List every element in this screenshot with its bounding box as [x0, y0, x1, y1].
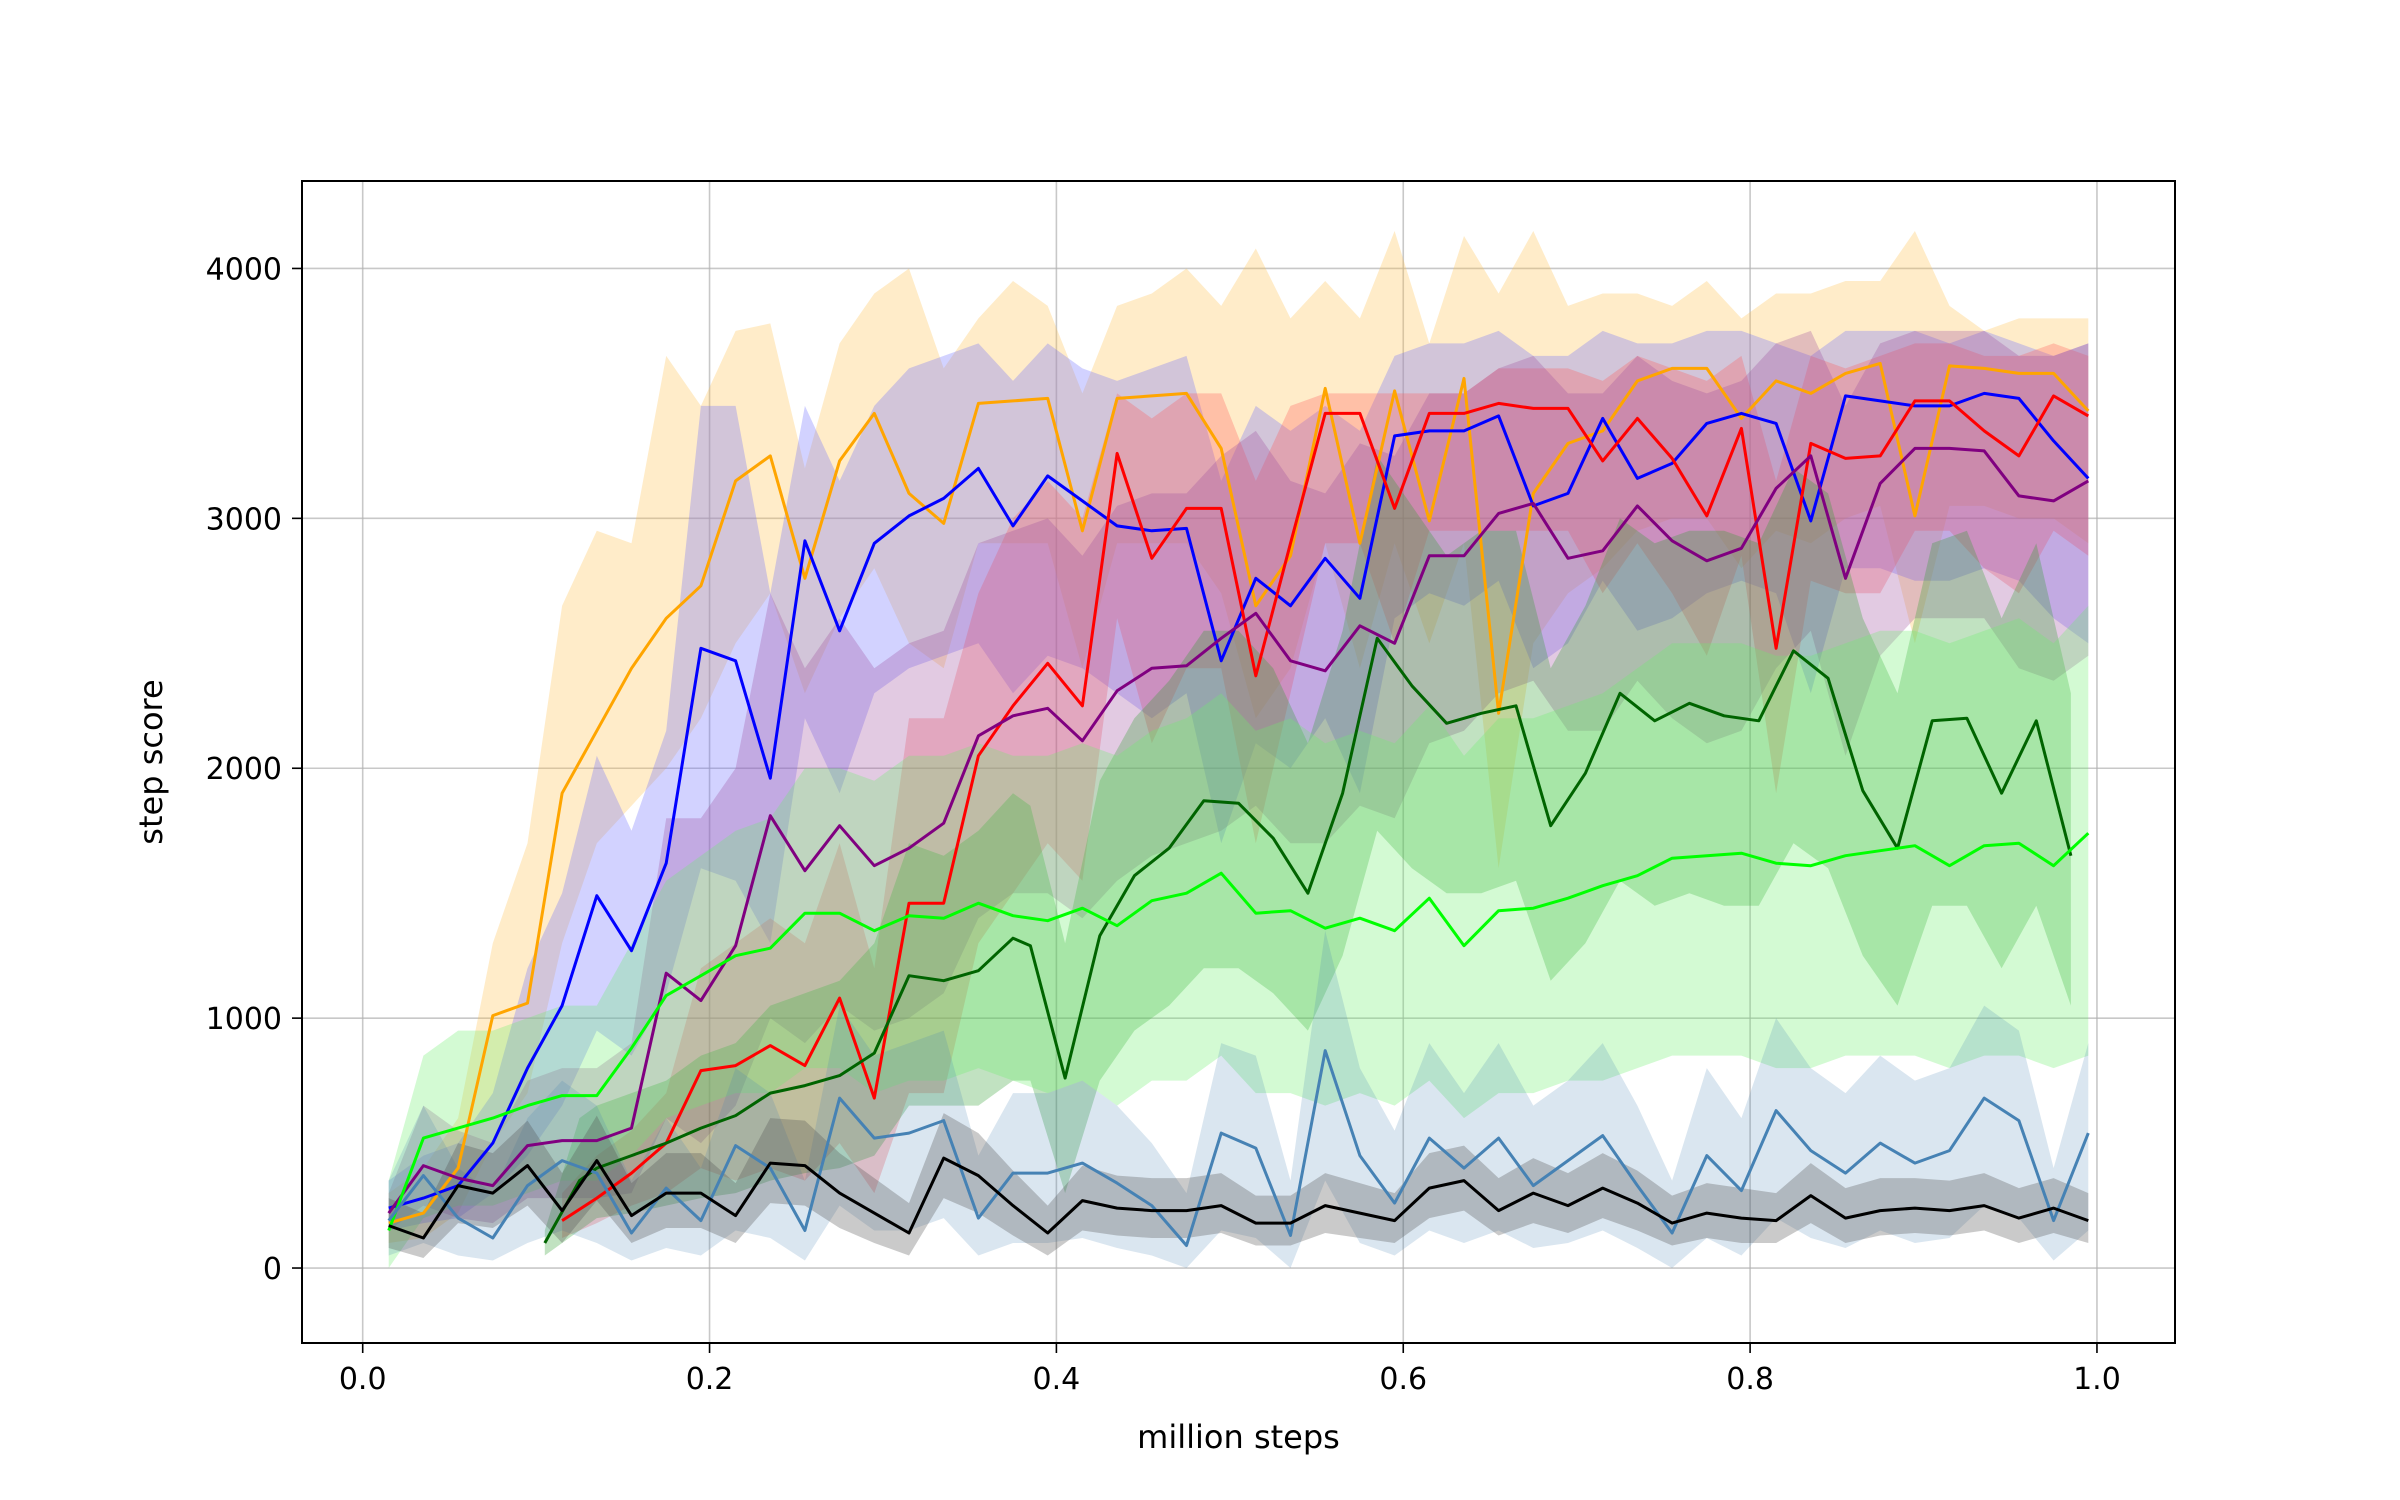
y-tick-label-3: 3000: [206, 502, 282, 537]
series-band-5: [388, 605, 2089, 1268]
y-tick-label-0: 0: [263, 1252, 282, 1287]
series-band-2: [562, 343, 2089, 1238]
x-tick-label-5: 1.0: [2073, 1362, 2121, 1397]
series-line-0: [388, 361, 2090, 1225]
y-tick-label-1: 1000: [206, 1002, 282, 1037]
series-line-2: [561, 394, 2090, 1222]
y-tick-label-4: 4000: [206, 252, 282, 287]
series-lines: [387, 361, 2090, 1247]
series-line-5: [387, 832, 2090, 1232]
y-tick-label-2: 2000: [206, 752, 282, 787]
x-axis-label: million steps: [1137, 1418, 1340, 1456]
series-band-0: [388, 231, 2089, 1243]
series-line-1: [388, 391, 2090, 1210]
series-band-3: [388, 330, 2089, 1231]
x-tick-label-1: 0.2: [686, 1362, 734, 1397]
x-tick-label-4: 0.8: [1726, 1362, 1774, 1397]
x-axis-ticks: 0.0 0.2 0.4 0.6 0.8 1.0: [339, 1343, 2121, 1397]
series-band-4: [544, 455, 2071, 1256]
x-tick-label-0: 0.0: [339, 1362, 387, 1397]
plot-frame: [301, 180, 2176, 1344]
y-axis-ticks: 0 1000 2000 3000 4000: [206, 252, 302, 1287]
x-tick-label-3: 0.6: [1379, 1362, 1427, 1397]
series-line-7: [388, 1156, 2089, 1240]
series-band-1: [388, 330, 2089, 1231]
confidence-bands: [388, 231, 2089, 1268]
grid: [302, 181, 2175, 1343]
x-tick-label-2: 0.4: [1033, 1362, 1081, 1397]
series-line-4: [543, 636, 2073, 1244]
series-line-3: [387, 446, 2090, 1214]
y-axis-label: step score: [132, 679, 170, 844]
series-band-6: [388, 930, 2089, 1268]
